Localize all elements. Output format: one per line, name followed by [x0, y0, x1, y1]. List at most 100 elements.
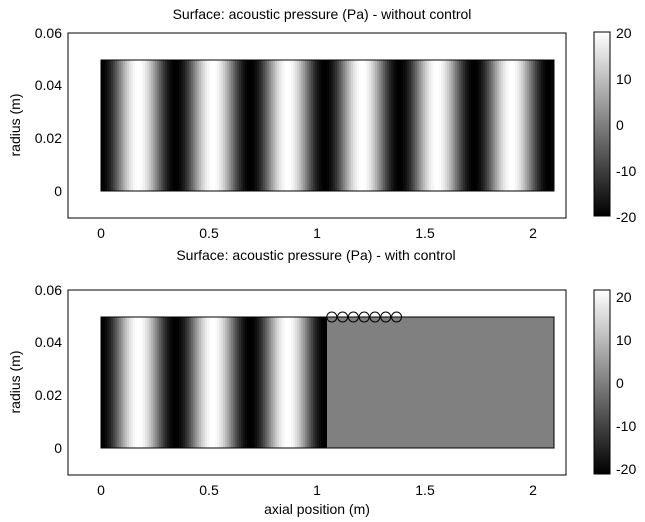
field-strip	[467, 60, 470, 191]
field-strip	[289, 317, 292, 448]
field-strip	[275, 60, 278, 191]
field-strip	[201, 60, 204, 191]
field-strip	[207, 317, 210, 448]
pressure-field	[101, 60, 555, 191]
field-strip	[425, 317, 428, 448]
field-strip	[125, 317, 128, 448]
field-strip	[237, 60, 240, 191]
field-strip	[487, 60, 490, 191]
field-strip	[419, 60, 422, 191]
panel-without-control: Surface: acoustic pressure (Pa) - withou…	[7, 6, 636, 241]
field-strip	[133, 60, 136, 191]
field-strip	[421, 60, 424, 191]
field-strip	[479, 60, 482, 191]
field-strip	[527, 60, 530, 191]
field-strip	[245, 317, 248, 448]
field-strip	[547, 60, 550, 191]
field-strip	[205, 60, 208, 191]
field-strip	[303, 317, 306, 448]
field-strip	[537, 317, 540, 448]
field-strip	[253, 317, 256, 448]
field-strip	[135, 317, 138, 448]
field-strip	[237, 317, 240, 448]
field-strip	[383, 317, 386, 448]
field-strip	[137, 60, 140, 191]
field-strip	[335, 60, 338, 191]
field-strip	[357, 317, 360, 448]
field-strip	[295, 60, 298, 191]
field-strip	[191, 60, 194, 191]
field-strip	[301, 60, 304, 191]
field-strip	[269, 317, 272, 448]
field-strip	[321, 60, 324, 191]
field-strip	[489, 60, 492, 191]
field-strip	[511, 60, 514, 191]
field-strip	[515, 317, 518, 448]
field-strip	[195, 60, 198, 191]
field-strip	[453, 60, 456, 191]
field-strip	[247, 317, 250, 448]
field-strip	[167, 317, 170, 448]
field-strip	[449, 317, 452, 448]
field-strip	[115, 317, 118, 448]
field-strip	[445, 317, 448, 448]
field-strip	[283, 317, 286, 448]
field-strip	[393, 317, 396, 448]
field-strip	[225, 317, 228, 448]
field-strip	[437, 317, 440, 448]
field-strip	[367, 60, 370, 191]
field-strip	[397, 60, 400, 191]
field-strip	[375, 60, 378, 191]
panel-with-control: Surface: acoustic pressure (Pa) - with c…	[7, 247, 636, 517]
field-strip	[183, 60, 186, 191]
field-strip	[107, 60, 110, 191]
field-strip	[337, 60, 340, 191]
field-strip	[359, 60, 362, 191]
field-strip	[491, 60, 494, 191]
field-strip	[251, 317, 254, 448]
field-strip	[169, 317, 172, 448]
field-strip	[213, 60, 216, 191]
field-strip	[373, 317, 376, 448]
control-sensor-array	[326, 311, 403, 323]
field-strip	[351, 317, 354, 448]
field-strip	[429, 60, 432, 191]
field-strip	[109, 317, 112, 448]
field-strip	[327, 317, 330, 448]
field-strip	[477, 60, 480, 191]
field-strip	[445, 60, 448, 191]
field-strip	[285, 317, 288, 448]
field-strip	[409, 60, 412, 191]
field-strip	[229, 60, 232, 191]
field-strip	[137, 317, 140, 448]
field-strip	[335, 317, 338, 448]
field-strip	[541, 317, 544, 448]
field-strip	[527, 317, 530, 448]
y-tick-label: 0.06	[35, 282, 62, 298]
field-strip	[307, 317, 310, 448]
field-strip	[417, 60, 420, 191]
field-strip	[509, 317, 512, 448]
field-strip	[313, 317, 316, 448]
field-strip	[181, 60, 184, 191]
field-strip	[157, 60, 160, 191]
field-strip	[469, 317, 472, 448]
field-strip	[433, 60, 436, 191]
field-strip	[465, 60, 468, 191]
field-strip	[183, 317, 186, 448]
field-strip	[495, 60, 498, 191]
field-strip	[539, 317, 542, 448]
field-strip	[231, 60, 234, 191]
field-strip	[387, 60, 390, 191]
field-strip	[315, 60, 318, 191]
field-strip	[395, 60, 398, 191]
field-strip	[323, 60, 326, 191]
field-strip	[129, 317, 132, 448]
field-strip	[299, 317, 302, 448]
field-strip	[459, 60, 462, 191]
field-strip	[427, 317, 430, 448]
field-strip	[465, 317, 468, 448]
field-strip	[299, 60, 302, 191]
field-strip	[177, 60, 180, 191]
field-strip	[295, 317, 298, 448]
